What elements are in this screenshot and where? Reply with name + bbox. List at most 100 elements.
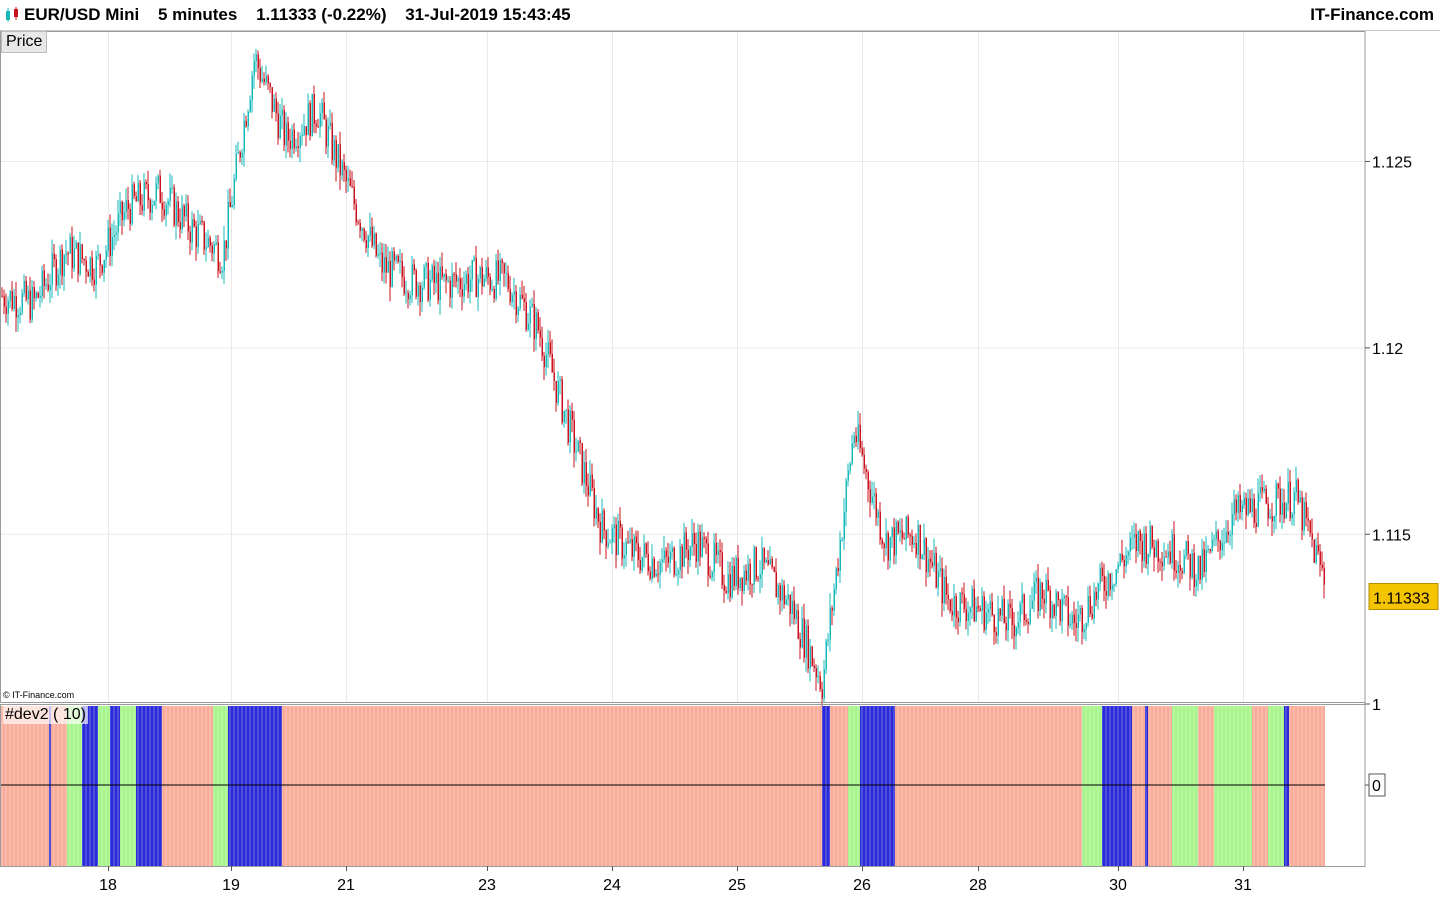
candle-body	[961, 592, 963, 595]
candle-body	[501, 259, 503, 264]
candle-body	[893, 527, 895, 556]
candle-body	[1055, 592, 1057, 616]
indicator-bar-blue	[136, 706, 162, 866]
candle-body	[1257, 493, 1259, 527]
candle-body	[181, 205, 183, 230]
candle-body	[1133, 533, 1135, 538]
candle-body	[513, 291, 515, 295]
candle-body	[1103, 575, 1105, 591]
candle-body	[571, 410, 573, 420]
candle-body	[39, 296, 41, 298]
candle-body	[1127, 551, 1129, 556]
candle-body	[819, 676, 821, 690]
candle-body	[867, 471, 869, 490]
candle-body	[919, 524, 921, 559]
candle-body	[1187, 541, 1189, 555]
candle-body	[503, 263, 505, 274]
candle-body	[473, 257, 475, 261]
price-panel-tab[interactable]: Price	[1, 31, 48, 53]
candle-body	[855, 435, 857, 443]
candle-body	[161, 202, 163, 210]
candle-body	[455, 274, 457, 282]
candle-body	[793, 600, 795, 620]
candle-body	[1161, 562, 1163, 567]
candle-body	[1287, 481, 1289, 504]
candle-body	[1085, 622, 1087, 630]
candle-body	[725, 590, 727, 594]
candle-body	[1205, 550, 1207, 572]
candle-body	[105, 250, 107, 260]
candle-body	[573, 419, 575, 453]
candle-body	[547, 342, 549, 355]
candle-body	[1035, 577, 1037, 583]
candle-body	[201, 220, 203, 222]
candle-body	[875, 493, 877, 518]
candle-body	[55, 259, 57, 286]
candle-body	[81, 244, 83, 260]
candle-body	[341, 162, 343, 176]
indicator-bar-red	[51, 706, 67, 866]
candle-body	[377, 254, 379, 256]
candle-body	[411, 264, 413, 296]
candle-body	[609, 542, 611, 544]
candle-body	[91, 257, 93, 280]
candle-body	[305, 126, 307, 136]
candle-body	[1063, 595, 1065, 599]
candle-body	[75, 242, 77, 249]
indicator-bar-red	[1132, 706, 1145, 866]
candle-body	[1297, 479, 1299, 503]
candle-body	[287, 122, 289, 141]
candle-body	[51, 253, 53, 286]
candle-body	[337, 144, 339, 168]
candle-body	[277, 113, 279, 139]
candle-body	[731, 565, 733, 598]
candle-body	[417, 285, 419, 297]
candle-body	[1189, 554, 1191, 578]
candle-body	[1261, 487, 1263, 492]
candle-body	[599, 521, 601, 543]
title-bar: EUR/USD Mini 5 minutes 1.11333 (-0.22%) …	[0, 0, 1440, 31]
candle-body	[1117, 565, 1119, 570]
candle-body	[537, 312, 539, 331]
candle-body	[1069, 623, 1071, 626]
candle-body	[833, 589, 835, 611]
candle-body	[1023, 594, 1025, 621]
candle-body	[1191, 553, 1193, 578]
candle-body	[301, 134, 303, 137]
candle-body	[1021, 594, 1023, 604]
candle-body	[1277, 483, 1279, 489]
indicator-label[interactable]: #dev2 ( 10)	[3, 706, 88, 724]
candle-body	[1175, 570, 1177, 573]
indicator-bar-green	[1172, 706, 1198, 866]
candle-body	[1141, 540, 1143, 561]
indicator-bar-blue	[258, 706, 282, 866]
candle-body	[5, 306, 7, 314]
chart-datetime: 31-Jul-2019 15:43:45	[405, 5, 571, 24]
indicator-bar-blue	[1145, 706, 1148, 866]
candle-body	[703, 537, 705, 539]
indicator-tick-label: 1	[1372, 697, 1381, 714]
candle-body	[1163, 556, 1165, 567]
candle-body	[791, 600, 793, 614]
candle-body	[89, 257, 91, 277]
candle-body	[441, 266, 443, 278]
candle-body	[785, 599, 787, 605]
candle-body	[1275, 483, 1277, 517]
candle-body	[529, 306, 531, 324]
candle-body	[645, 543, 647, 554]
candle-body	[1173, 534, 1175, 571]
candle-body	[979, 608, 981, 611]
candle-body	[1025, 620, 1027, 623]
candle-body	[771, 558, 773, 568]
candle-body	[843, 511, 845, 540]
candle-body	[993, 615, 995, 633]
candle-body	[569, 410, 571, 443]
candle-body	[1243, 498, 1245, 505]
candle-body	[1095, 591, 1097, 600]
candle-body	[949, 599, 951, 612]
candle-body	[187, 203, 189, 232]
candle-body	[433, 265, 435, 283]
candle-body	[1281, 502, 1283, 515]
candle-body	[941, 568, 943, 604]
